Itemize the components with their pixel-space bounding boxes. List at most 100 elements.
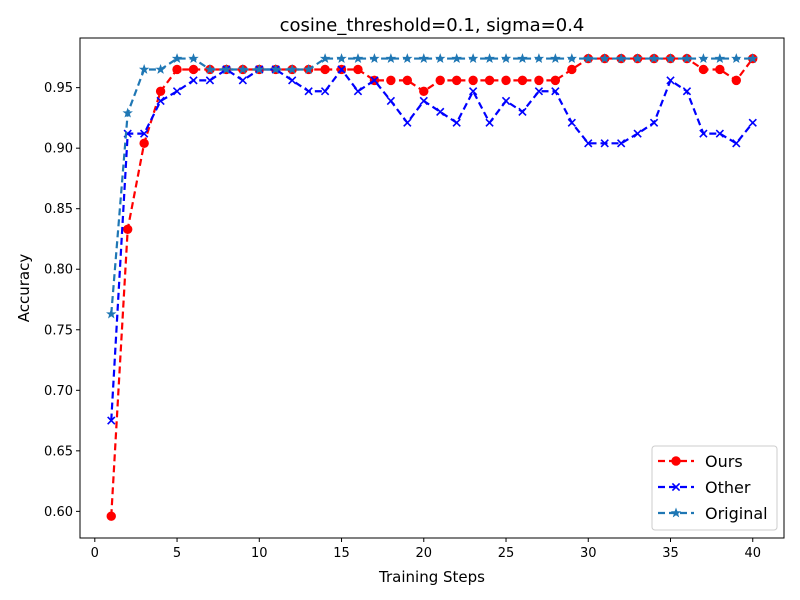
legend-label: Ours [705,452,743,471]
data-point-other [403,118,412,127]
data-point-original [319,53,331,64]
data-point-other [534,87,544,96]
data-point-other [616,139,626,148]
data-point-original [714,53,726,64]
series-layer [106,53,758,521]
x-tick-label: 5 [173,546,181,561]
legend-marker [671,456,681,466]
data-point-ours [172,64,182,75]
data-point-other [501,96,511,106]
data-point-other [238,76,248,85]
data-point-ours [484,75,495,86]
data-point-other [666,76,675,85]
data-point-ours [534,75,544,86]
chart-title: cosine_threshold=0.1, sigma=0.4 [280,15,585,36]
data-point-other [337,65,346,74]
data-point-other [699,129,708,138]
x-tick-label: 10 [251,546,268,561]
data-point-ours [567,64,577,75]
x-axis: 0 5 10 15 20 25 30 35 40 [91,538,761,561]
data-point-original [517,53,528,64]
data-point-original [303,64,314,74]
data-point-original [188,53,199,64]
data-point-original [500,53,512,64]
data-point-other [172,87,182,96]
data-point-original [550,53,561,64]
data-point-ours [550,75,561,86]
data-point-original [171,53,183,64]
x-tick-label: 15 [333,546,350,561]
data-point-other [715,129,725,138]
data-point-ours [715,64,725,75]
data-point-original [106,308,117,319]
y-axis: 0.60 0.65 0.70 0.75 0.80 0.85 0.90 0.95 [44,81,80,520]
legend-marker [670,507,682,518]
data-point-other [748,118,757,127]
series-line-original [110,57,753,315]
data-point-ours [435,75,445,86]
data-point-other [682,87,692,96]
data-point-other [584,139,593,148]
data-point-original [369,53,380,64]
legend-marker [671,482,681,492]
data-point-original [138,64,150,74]
y-tick-label: 0.70 [44,384,73,399]
data-point-other [633,129,642,138]
data-point-original [418,53,429,64]
data-point-other [189,76,198,85]
x-tick-label: 25 [498,546,515,561]
data-point-ours [451,75,462,86]
x-tick-label: 35 [662,546,679,561]
legend-label: Other [705,478,751,497]
data-point-original [286,64,298,74]
legend-label: Original [705,504,768,523]
data-point-original [435,53,446,64]
data-point-original [731,53,742,64]
data-point-other [370,76,379,85]
data-point-original [665,53,676,64]
data-point-ours [698,64,709,75]
series-original [106,53,758,319]
data-point-other [567,118,576,127]
data-point-original [467,53,479,64]
data-point-original [402,53,413,64]
data-point-original [698,53,709,64]
data-point-other [452,118,461,127]
y-tick-label: 0.60 [44,505,73,520]
data-point-ours [320,64,330,75]
data-point-original [155,64,166,74]
data-point-original [270,64,281,74]
y-tick-label: 0.75 [44,323,73,338]
legend-item-other: Other [658,478,751,497]
x-tick-label: 40 [744,546,761,561]
data-point-ours [402,75,413,86]
x-tick-label: 0 [91,546,99,561]
data-point-original [747,53,758,64]
data-point-other [288,76,297,85]
data-point-original [204,64,216,74]
data-point-original [583,53,594,64]
y-axis-title: Accuracy [15,254,33,323]
data-point-ours [188,64,199,75]
data-point-other [485,118,494,127]
data-point-other [518,107,527,117]
legend-item-ours: Ours [658,452,743,471]
data-point-original [352,53,364,64]
legend: Ours Other Original [651,445,778,531]
y-tick-label: 0.80 [44,263,73,278]
data-point-original [122,107,133,118]
data-point-original [533,53,545,64]
data-point-other [353,87,363,96]
data-point-ours [517,75,528,86]
data-point-ours [386,75,396,86]
data-point-ours [106,511,116,521]
data-point-ours [155,86,166,96]
y-tick-label: 0.90 [44,142,73,157]
y-tick-label: 0.65 [44,444,73,459]
x-tick-label: 20 [416,546,433,561]
data-point-original [615,53,627,64]
data-point-ours [468,75,478,86]
data-point-other [551,87,560,96]
data-point-ours [123,224,133,234]
data-point-other [649,118,659,127]
